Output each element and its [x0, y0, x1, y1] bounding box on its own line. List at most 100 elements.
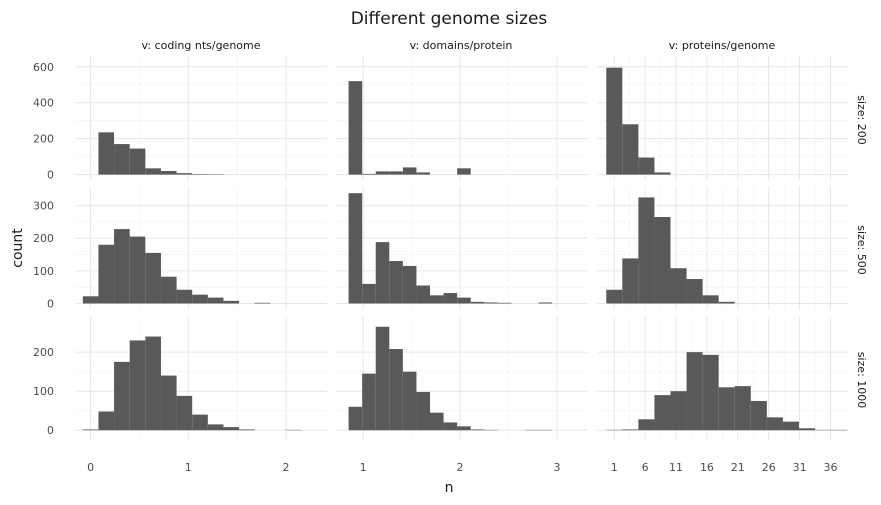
histogram-bar	[457, 168, 471, 175]
histogram-bar	[402, 265, 417, 304]
histogram-bar	[160, 375, 177, 431]
histogram-bar	[375, 242, 390, 304]
facet-panel-r1-c3	[597, 56, 849, 180]
histogram-bar	[484, 302, 498, 304]
histogram-bar	[718, 387, 735, 431]
x-tick-label: 1	[360, 461, 367, 474]
histogram-bar	[750, 400, 767, 431]
histogram-bar	[375, 171, 390, 175]
x-tick-label: 16	[700, 461, 714, 474]
histogram-bar	[207, 297, 224, 304]
row-strip-2: size: 500	[855, 225, 868, 275]
histogram-bar	[718, 301, 735, 304]
histogram-bar	[176, 289, 193, 304]
histogram-bar	[782, 421, 799, 431]
histogram-bar	[98, 411, 115, 431]
facet-panel-r3-c2: 1 2 3	[336, 317, 588, 474]
x-tick-label: 6	[642, 461, 649, 474]
x-tick-label: 2	[282, 461, 289, 474]
x-tick-label: 0	[87, 461, 94, 474]
y-tick-label: 0	[47, 424, 54, 437]
histogram-bar	[638, 419, 655, 431]
histogram-bar	[416, 172, 431, 175]
y-tick-label: 400	[33, 97, 54, 110]
y-axis-title: count	[10, 228, 26, 268]
histogram-bar	[223, 300, 240, 304]
histogram-bar	[129, 148, 146, 175]
histogram-bar	[176, 395, 193, 431]
col-strip-3: v: proteins/genome	[669, 39, 776, 52]
y-tick-label: 0	[47, 297, 54, 310]
facet-panel-r3-c3: 1 6 11 16 21 26 31 36	[597, 317, 849, 474]
y-tick-label: 300	[33, 200, 54, 213]
x-tick-label: 36	[823, 461, 837, 474]
histogram-bar	[82, 429, 99, 431]
histogram-bar	[389, 349, 403, 431]
chart-title: Different genome sizes	[351, 9, 548, 29]
histogram-bar	[389, 171, 403, 175]
histogram-bar	[470, 301, 485, 304]
histogram-bar	[798, 428, 816, 431]
histogram-bar	[362, 373, 376, 431]
facet-panel-r1-c1: 0 200 400 600	[33, 56, 327, 182]
histogram-bar	[362, 283, 376, 304]
histogram-bar	[670, 391, 687, 431]
x-tick-label: 3	[553, 461, 560, 474]
histogram-bar	[702, 354, 719, 431]
histogram-bar	[654, 172, 671, 175]
histogram-bar	[192, 174, 208, 175]
facet-panel-r2-c3	[597, 186, 849, 310]
histogram-bar	[470, 429, 485, 431]
histogram-bar	[606, 289, 623, 304]
facet-panel-r2-c2	[336, 186, 588, 310]
histogram-bar	[192, 294, 208, 304]
histogram-bar	[348, 193, 363, 304]
histogram-bar	[98, 244, 115, 304]
histogram-bar	[654, 217, 671, 304]
histogram-bar	[416, 285, 431, 304]
histogram-bar	[734, 386, 751, 431]
histogram-bar	[223, 427, 240, 431]
histogram-bar	[348, 406, 363, 431]
histogram-bar	[443, 422, 458, 431]
histogram-bar	[82, 296, 99, 304]
histogram-bar	[145, 252, 161, 304]
facet-panel-r1-c2	[336, 56, 588, 180]
facet-panel-r3-c1: 0 100 200 0 1 2	[33, 317, 327, 474]
x-axis-title: n	[445, 480, 454, 496]
histogram-bar	[670, 268, 687, 304]
histogram-bar	[98, 132, 115, 175]
histogram-bar	[145, 168, 161, 175]
y-tick-label: 200	[33, 346, 54, 359]
histogram-bar	[129, 340, 146, 431]
histogram-bar	[457, 297, 471, 304]
histogram-bar	[538, 302, 553, 304]
y-tick-label: 600	[33, 61, 54, 74]
histogram-bar	[239, 429, 255, 431]
histogram-bar	[145, 336, 161, 431]
histogram-bar	[457, 426, 471, 431]
histogram-bar	[702, 295, 719, 304]
histogram-bar	[114, 361, 130, 431]
facet-panel-r2-c1: 0 100 200 300	[33, 186, 327, 310]
x-tick-label: 26	[762, 461, 776, 474]
histogram-bar	[348, 81, 363, 175]
histogram-bar	[207, 424, 224, 431]
histogram-bar	[686, 352, 703, 431]
histogram-bar	[638, 197, 655, 304]
histogram-bar	[766, 417, 783, 431]
y-tick-label: 100	[33, 385, 54, 398]
x-tick-label: 1	[185, 461, 192, 474]
histogram-bar	[375, 326, 390, 431]
histogram-bar	[497, 302, 512, 304]
histogram-bar	[389, 261, 403, 304]
histogram-bar	[638, 157, 655, 175]
histogram-bar	[606, 67, 623, 175]
histogram-bar	[402, 167, 417, 175]
histogram-bar	[160, 276, 177, 304]
histogram-bar	[129, 236, 146, 304]
col-strip-1: v: coding nts/genome	[141, 39, 260, 52]
histogram-bar	[254, 302, 271, 304]
